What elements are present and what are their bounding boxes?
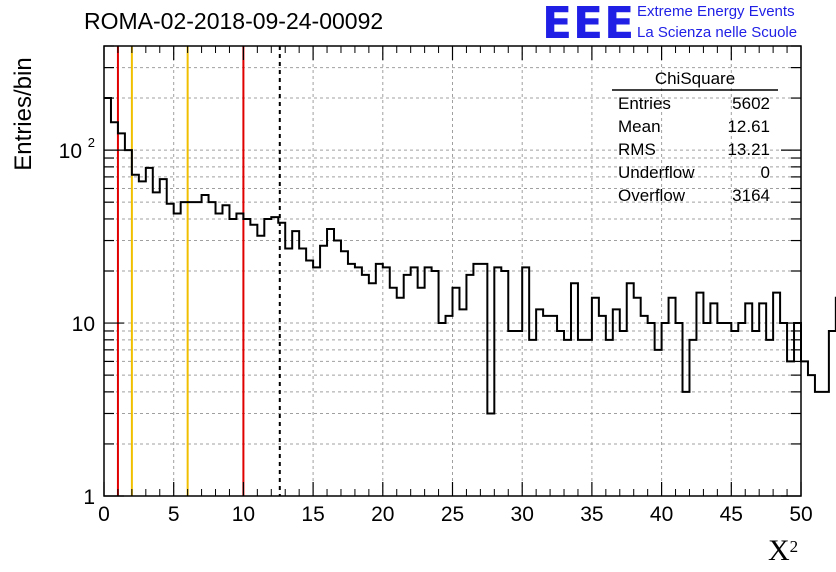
x-tick-label: 15 <box>301 503 324 526</box>
y-tick-labels: 1 10 10 2 <box>59 135 95 509</box>
x-tick-label: 50 <box>789 503 812 526</box>
stats-row-underflow: Underflow 0 <box>618 163 770 183</box>
stats-value: 5602 <box>732 94 770 113</box>
y-tick-label: 10 <box>59 140 82 163</box>
stats-row-entries: Entries 5602 <box>618 94 770 114</box>
stats-label: Entries <box>618 94 671 113</box>
stats-row-mean: Mean 12.61 <box>618 117 770 137</box>
stats-label: Underflow <box>618 163 695 182</box>
axis-ticks <box>103 45 802 497</box>
reference-lines <box>116 46 281 496</box>
stats-value: 3164 <box>732 186 770 205</box>
logo-line-1: Extreme Energy Events <box>637 3 795 20</box>
eee-logo-mark: EEE <box>542 0 636 49</box>
stats-value: 0 <box>760 163 770 182</box>
stats-row-rms: RMS 13.21 <box>618 140 770 160</box>
x-tick-label: 10 <box>232 503 255 526</box>
stats-value: 13.21 <box>727 140 770 159</box>
x-tick-label: 35 <box>580 503 603 526</box>
y-tick-label-exponent: 2 <box>88 135 95 150</box>
stats-row-overflow: Overflow 3164 <box>618 186 770 206</box>
x-tick-label: 20 <box>371 503 394 526</box>
x-tick-labels: 0 5 10 15 20 25 30 35 40 45 50 <box>98 503 813 526</box>
x-tick-label: 45 <box>720 503 743 526</box>
stats-label: RMS <box>618 140 656 159</box>
x-axis-label: X2 <box>768 534 799 567</box>
y-axis-label: Entries/bin <box>10 57 37 171</box>
x-tick-label: 5 <box>168 503 180 526</box>
histogram-series <box>104 97 836 415</box>
x-tick-label: 0 <box>98 503 110 526</box>
x-tick-label: 25 <box>441 503 464 526</box>
stats-label: Overflow <box>618 186 686 205</box>
stats-title: ChiSquare <box>654 69 736 88</box>
y-tick-label: 1 <box>83 486 95 509</box>
chart-title: ROMA-02-2018-09-24-00092 <box>84 8 384 34</box>
y-tick-label: 10 <box>72 313 95 336</box>
x-tick-label: 40 <box>650 503 673 526</box>
stats-value: 12.61 <box>727 117 770 136</box>
stats-label: Mean <box>618 117 661 136</box>
x-tick-label: 30 <box>511 503 534 526</box>
logo-line-2: La Scienza nelle Scuole <box>637 24 798 41</box>
